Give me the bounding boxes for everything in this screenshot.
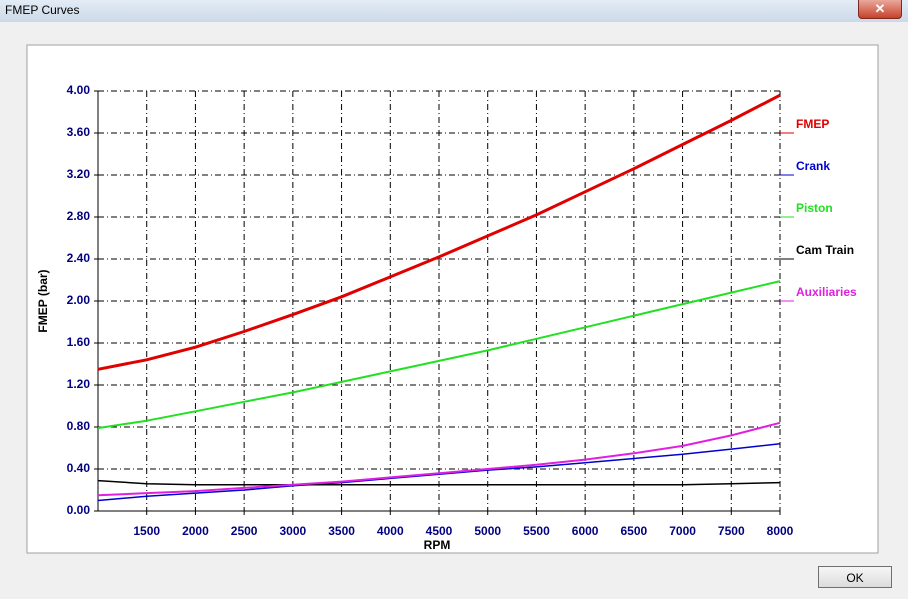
- ok-button[interactable]: OK: [818, 566, 892, 588]
- legend-label: Crank: [796, 159, 830, 173]
- series-line: [97, 479, 781, 486]
- y-tick-label: 3.20: [67, 167, 91, 181]
- x-tick-label: 6500: [621, 524, 648, 538]
- y-tick-label: 1.20: [67, 377, 91, 391]
- y-tick-label: 2.00: [67, 293, 91, 307]
- x-tick-label: 8000: [767, 524, 794, 538]
- x-tick-label: 5500: [523, 524, 550, 538]
- close-button[interactable]: ✕: [858, 0, 902, 19]
- x-tick-label: 7500: [718, 524, 745, 538]
- x-tick-label: 7000: [669, 524, 696, 538]
- x-tick-label: 3000: [280, 524, 307, 538]
- window-title: FMEP Curves: [5, 3, 80, 17]
- x-tick-label: 3500: [328, 524, 355, 538]
- chart-panel: [26, 44, 879, 554]
- y-tick-label: 0.00: [67, 503, 91, 517]
- x-tick-label: 1500: [133, 524, 160, 538]
- x-tick-label: 2500: [231, 524, 258, 538]
- legend-label: Cam Train: [796, 243, 854, 257]
- legend-label: Auxiliaries: [796, 285, 857, 299]
- y-tick-label: 4.00: [67, 83, 91, 97]
- series-line: [97, 93, 781, 371]
- y-tick-label: 3.60: [67, 125, 91, 139]
- series-line: [97, 280, 781, 430]
- x-tick-label: 5000: [474, 524, 501, 538]
- legend-label: FMEP: [796, 117, 829, 131]
- x-axis-label: RPM: [424, 538, 451, 552]
- y-axis-label: FMEP (bar): [36, 269, 50, 332]
- x-tick-label: 4000: [377, 524, 404, 538]
- y-tick-label: 0.40: [67, 461, 91, 475]
- y-tick-label: 2.80: [67, 209, 91, 223]
- x-tick-label: 4500: [426, 524, 453, 538]
- y-tick-label: 0.80: [67, 419, 91, 433]
- y-tick-label: 2.40: [67, 251, 91, 265]
- y-tick-label: 1.60: [67, 335, 91, 349]
- legend-label: Piston: [796, 201, 833, 215]
- title-bar: FMEP Curves ✕: [0, 0, 908, 22]
- x-tick-label: 2000: [182, 524, 209, 538]
- x-tick-label: 6000: [572, 524, 599, 538]
- series-line: [97, 443, 781, 502]
- series-line: [97, 421, 781, 497]
